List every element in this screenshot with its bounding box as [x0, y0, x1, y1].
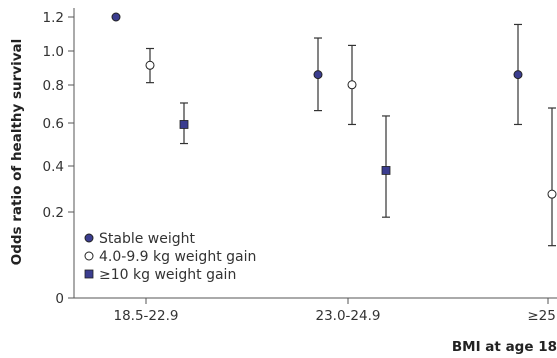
- legend-label: ≥10 kg weight gain: [99, 267, 236, 283]
- y-tick-label: 1.0: [43, 44, 64, 60]
- y-tick-label: 1.2: [43, 10, 64, 26]
- y-tick-label: 0.4: [43, 159, 64, 175]
- data-point: [111, 12, 121, 22]
- x-tick-label: 18.5-22.9: [114, 308, 179, 324]
- data-point: [145, 60, 155, 70]
- x-axis-title: BMI at age 18: [452, 339, 557, 354]
- x-tick-label: ≥25.0: [527, 308, 557, 324]
- data-point: [347, 80, 357, 90]
- legend-marker: [84, 269, 94, 279]
- y-tick-label: 0.6: [43, 116, 64, 132]
- legend-label: 4.0-9.9 kg weight gain: [99, 249, 256, 265]
- data-point: [313, 70, 323, 80]
- data-point: [513, 70, 523, 80]
- y-tick-label: 0: [55, 291, 64, 307]
- data-point: [179, 120, 189, 129]
- data-point: [381, 166, 391, 175]
- y-tick-label: 0.2: [43, 205, 64, 221]
- legend-marker: [84, 233, 94, 243]
- y-tick-label: 0.8: [43, 78, 64, 94]
- legend-marker: [84, 251, 94, 261]
- x-tick-label: 23.0-24.9: [316, 308, 381, 324]
- data-point: [547, 189, 557, 199]
- y-axis-title: Odds ratio of healthy survival: [9, 39, 25, 266]
- legend-label: Stable weight: [99, 231, 196, 247]
